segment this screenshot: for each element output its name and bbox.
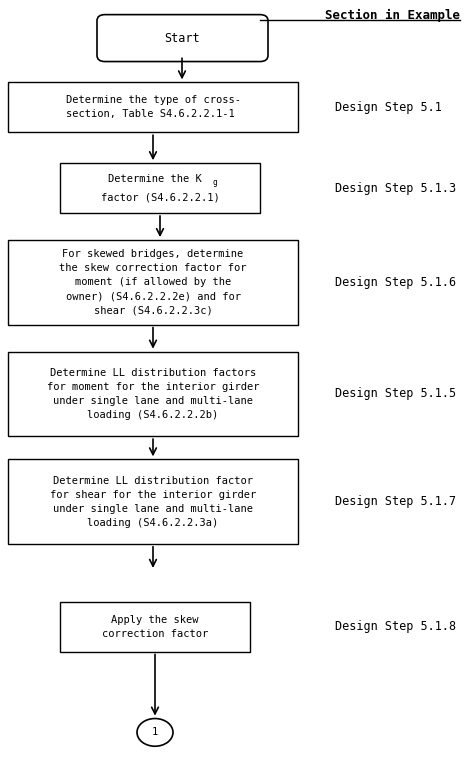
Text: Determine LL distribution factors
for moment for the interior girder
under singl: Determine LL distribution factors for mo… bbox=[47, 368, 259, 420]
Bar bbox=[8, 82, 298, 133]
Bar bbox=[8, 240, 298, 324]
Text: Design Step 5.1.6: Design Step 5.1.6 bbox=[335, 276, 456, 289]
Text: factor (S4.6.2.2.1): factor (S4.6.2.2.1) bbox=[100, 193, 219, 202]
Text: 1: 1 bbox=[152, 727, 158, 737]
Text: For skewed bridges, determine
the skew correction factor for
moment (if allowed : For skewed bridges, determine the skew c… bbox=[59, 249, 247, 315]
Text: Design Step 5.1.8: Design Step 5.1.8 bbox=[335, 620, 456, 633]
Text: g: g bbox=[213, 178, 217, 187]
Bar bbox=[8, 351, 298, 436]
Bar bbox=[8, 459, 298, 544]
Bar bbox=[60, 163, 260, 213]
FancyBboxPatch shape bbox=[97, 15, 268, 61]
Bar bbox=[60, 601, 250, 652]
Text: Determine the K: Determine the K bbox=[108, 174, 202, 184]
Text: Design Step 5.1.5: Design Step 5.1.5 bbox=[335, 387, 456, 400]
Text: Design Step 5.1.7: Design Step 5.1.7 bbox=[335, 495, 456, 508]
Text: Determine LL distribution factor
for shear for the interior girder
under single : Determine LL distribution factor for she… bbox=[50, 476, 256, 528]
Text: Design Step 5.1: Design Step 5.1 bbox=[335, 101, 442, 114]
Text: Section in Example: Section in Example bbox=[325, 9, 460, 22]
Text: Design Step 5.1.3: Design Step 5.1.3 bbox=[335, 182, 456, 195]
Text: Apply the skew
correction factor: Apply the skew correction factor bbox=[102, 614, 208, 639]
Text: Start: Start bbox=[165, 31, 200, 44]
Circle shape bbox=[137, 719, 173, 746]
Text: Determine the type of cross-
section, Table S4.6.2.2.1-1: Determine the type of cross- section, Ta… bbox=[66, 95, 240, 120]
